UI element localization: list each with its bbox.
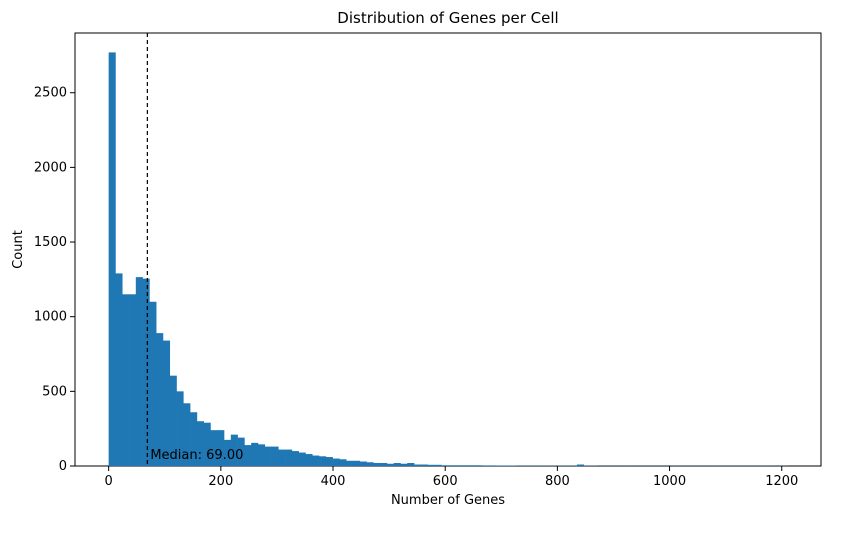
histogram-bar	[339, 459, 347, 466]
x-axis-label: Number of Genes	[391, 493, 505, 508]
histogram-bar	[488, 465, 496, 466]
x-axis-ticks: 0 200 400 600 800 1000 1200	[105, 466, 798, 489]
x-tick-label: 1000	[653, 474, 686, 489]
plot-frame	[74, 32, 822, 467]
y-tick-label: 1500	[34, 235, 67, 250]
histogram-bar	[461, 465, 469, 466]
histogram-bar	[278, 449, 286, 466]
histogram-bar	[237, 437, 245, 466]
histogram-bar	[481, 465, 490, 466]
median-label: Median: 69.00	[150, 448, 243, 463]
histogram-bar	[475, 465, 483, 466]
histogram-bar	[115, 273, 123, 466]
histogram-bar	[129, 294, 137, 466]
histogram-bar	[230, 434, 238, 466]
histogram-bar	[448, 465, 456, 466]
x-tick-label: 0	[105, 474, 113, 489]
histogram-bar	[380, 463, 388, 466]
histogram-bar	[359, 461, 367, 466]
histogram-bar	[352, 460, 361, 466]
histogram-bar	[196, 421, 204, 466]
histogram-bar	[122, 294, 130, 466]
histogram-bar	[298, 452, 306, 466]
histogram-bar	[135, 277, 143, 466]
histogram-bar	[414, 464, 422, 466]
histogram-bar	[169, 375, 177, 466]
y-tick-label: 2500	[34, 86, 67, 101]
histogram-bar	[434, 464, 442, 466]
histogram-bar	[176, 391, 184, 466]
histogram-bar	[325, 457, 333, 466]
histogram-bar	[271, 446, 279, 466]
histogram-bar	[393, 463, 401, 466]
bars-group	[108, 52, 788, 467]
histogram-bar	[407, 463, 415, 466]
histogram-bar	[400, 463, 408, 466]
histogram-bar	[142, 278, 150, 466]
histogram-bar	[183, 403, 191, 466]
histogram-bar	[420, 464, 428, 466]
histogram-bar	[257, 444, 266, 466]
histogram-bar	[264, 446, 272, 466]
histogram-bar	[149, 301, 157, 466]
histogram-bar	[162, 340, 171, 466]
chart-title: Distribution of Genes per Cell	[337, 9, 558, 27]
histogram-bar	[346, 460, 354, 466]
histogram-bar	[332, 458, 340, 466]
histogram-bar	[373, 463, 381, 466]
y-tick-label: 1000	[34, 310, 67, 325]
histogram-bar	[441, 465, 449, 466]
x-tick-label: 800	[545, 474, 570, 489]
y-tick-label: 2000	[34, 160, 67, 175]
histogram-bar	[210, 430, 218, 466]
histogram-bar	[319, 456, 327, 466]
histogram-bar	[576, 464, 585, 466]
x-tick-label: 400	[321, 474, 346, 489]
histogram-bar	[224, 439, 232, 466]
histogram-bar	[251, 442, 259, 466]
y-axis-label: Count	[11, 230, 26, 269]
x-tick-label: 1200	[765, 474, 798, 489]
histogram-bar	[454, 465, 462, 466]
histogram-bar	[312, 455, 320, 466]
x-tick-label: 600	[433, 474, 458, 489]
histogram-bar	[108, 52, 116, 467]
histogram-bar	[386, 463, 395, 466]
histogram-bar	[203, 422, 211, 466]
y-tick-label: 500	[42, 384, 67, 399]
histogram-bar	[285, 449, 293, 466]
histogram-bar	[305, 454, 313, 466]
histogram-bar	[291, 451, 299, 466]
histogram-bar	[427, 464, 435, 466]
histogram-bar	[244, 445, 252, 466]
x-tick-label: 200	[208, 474, 233, 489]
y-axis-ticks: 0 500 1000 1500 2000 2500	[34, 86, 75, 474]
histogram-bar	[366, 462, 374, 466]
histogram-bar	[190, 412, 198, 466]
histogram-bar	[156, 333, 164, 466]
histogram-bar	[217, 430, 225, 466]
histogram-bar	[468, 465, 476, 466]
y-tick-label: 0	[59, 459, 67, 474]
